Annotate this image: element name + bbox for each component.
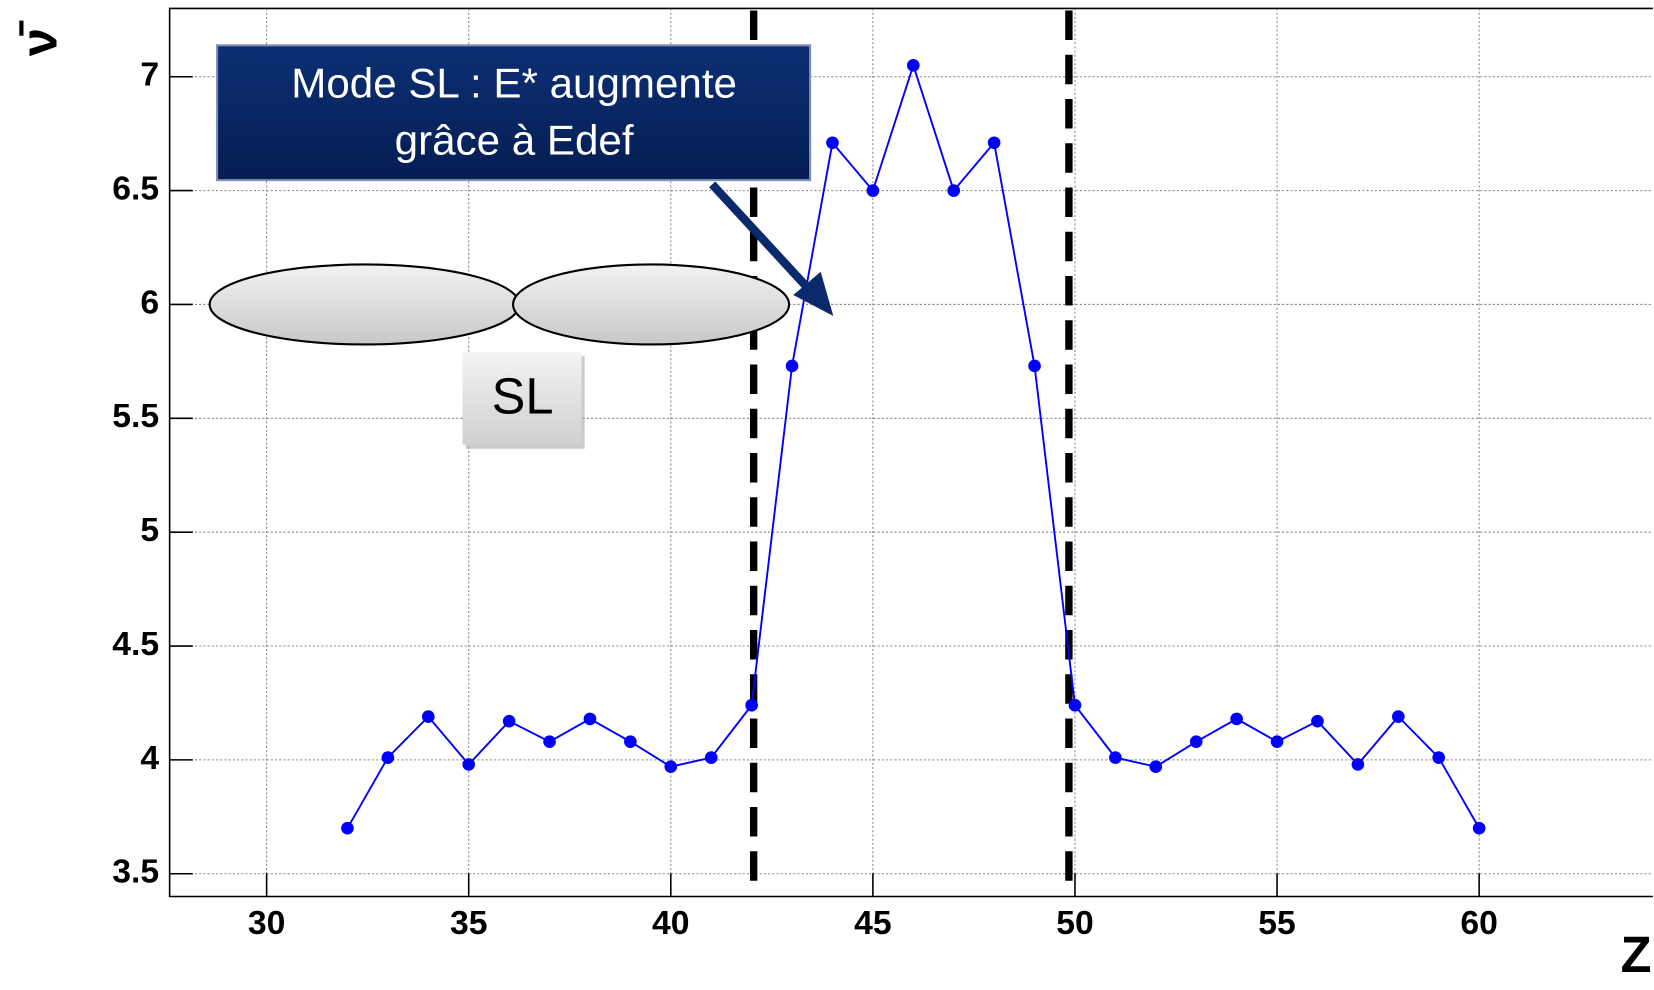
y-tick-label: 6 (140, 283, 159, 321)
callout-box (215, 44, 812, 182)
y-tick-label: 7 (140, 56, 159, 94)
x-axis-label: Z (1621, 926, 1652, 983)
data-point (1109, 751, 1122, 764)
x-tick-label: 50 (1056, 904, 1094, 942)
y-tick-label: 5 (140, 511, 159, 549)
data-point (502, 714, 516, 728)
x-tick-label: 55 (1258, 904, 1295, 942)
x-tick-label: 30 (248, 904, 286, 942)
data-point (866, 184, 880, 197)
data-point (987, 136, 1001, 150)
x-tick-label: 35 (450, 904, 487, 942)
data-point (1391, 710, 1405, 723)
x-tick-label: 60 (1460, 904, 1497, 942)
data-point (1472, 821, 1486, 835)
y-tick-label: 4 (140, 739, 159, 777)
callout-text: Mode SL : E* augmente (291, 60, 737, 107)
data-point (421, 710, 435, 723)
data-point (381, 751, 395, 764)
data-point (906, 59, 920, 72)
data-point (745, 698, 758, 712)
data-point (1068, 698, 1082, 712)
y-tick-label: 5.5 (112, 397, 159, 435)
frame: 3.5 4 4.5 5 5.5 6 6.5 7 30 35 40 45 50 55 60 (112, 7, 1653, 942)
y-tick-label: 4.5 (112, 625, 159, 663)
y-axis-label: ν̄ (11, 20, 68, 56)
fragment-shape (512, 263, 791, 346)
callout-arrow (709, 181, 816, 296)
axis-frame (168, 7, 1653, 898)
data-point (462, 758, 476, 771)
data-point (947, 184, 961, 197)
callout-text: grâce à Edef (395, 116, 634, 163)
fragment-shape (208, 263, 521, 346)
data-point (1311, 714, 1324, 728)
y-tick-label: 6.5 (112, 170, 159, 208)
data-point (1351, 758, 1365, 771)
data (341, 59, 1486, 835)
shape-label: SL (492, 368, 554, 425)
data-point (1149, 760, 1163, 774)
data-point (583, 712, 597, 726)
data-point (664, 760, 678, 774)
x-tick-label: 45 (854, 904, 892, 942)
arrow-head (793, 271, 834, 317)
data-point (624, 735, 637, 748)
data-point (1189, 735, 1203, 748)
y-tick-label: 3.5 (112, 853, 159, 891)
data-point (704, 751, 718, 764)
data-point (341, 821, 354, 835)
data-point (826, 136, 839, 150)
data-point (1432, 751, 1446, 764)
x-tick-label: 40 (652, 904, 690, 942)
data-point (543, 735, 556, 748)
data-point (1230, 712, 1243, 726)
data-point (1270, 735, 1284, 748)
data-point (1028, 359, 1041, 373)
data-point (785, 359, 799, 373)
label-box (462, 351, 582, 445)
